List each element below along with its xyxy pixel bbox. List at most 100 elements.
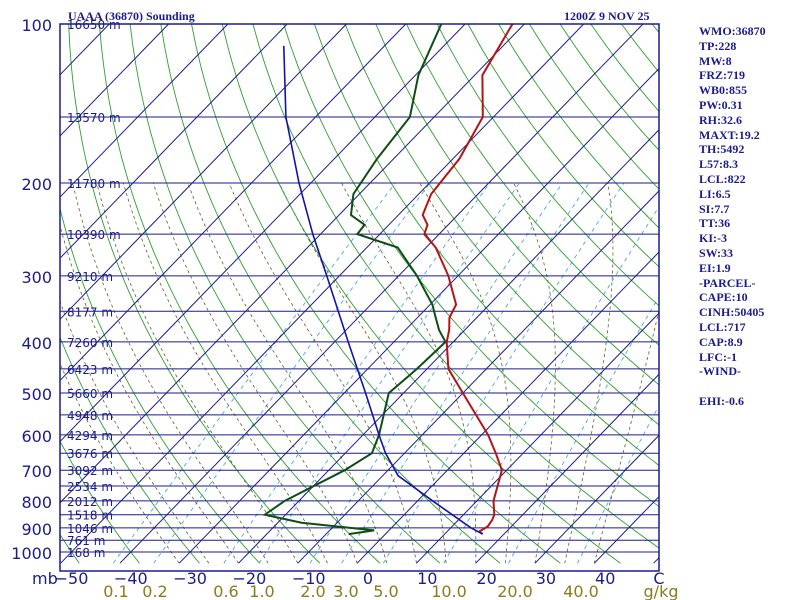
index-item: CAP:8.9 [699,334,743,349]
temperature-tick-label: 0 [363,569,373,588]
plot-frame [59,23,660,572]
isotherm-line [238,129,659,564]
dry-adiabat-line [60,440,140,564]
station-title: UAAA (36870) Sounding [68,9,195,23]
index-item: TT:36 [699,216,731,231]
stability-indices-panel: WMO:36870 TP:228 MW:8 FRZ:719 WB0:855 PW:0.31… [699,24,766,409]
isotherm-line [60,24,169,137]
mixing-ratio-line [341,182,590,564]
height-label: 1046 m [67,522,113,536]
mixing-ratio-label: 10.0 [431,582,467,600]
parcel-trace [283,45,483,535]
moist-adiabat-line [228,182,417,564]
index-item: TP:228 [699,38,737,53]
height-label: 13570 m [67,111,121,125]
moist-adiabat-line [72,182,269,564]
height-label: 10390 m [67,228,121,242]
height-label: 9210 m [67,270,113,284]
moist-adiabat-line [593,308,659,564]
index-spacer [699,379,766,394]
isotherm-line [60,24,585,564]
dry-adiabat-line [68,24,321,564]
moist-adiabat-line [122,182,328,564]
index-item: L57:8.3 [699,157,738,172]
temperature-tick-label: 20 [476,569,496,588]
isotherm-line [60,24,229,198]
height-label: 7260 m [67,336,113,350]
isotherm-line [593,495,659,564]
mixing-ratio-label: 40.0 [563,582,599,600]
isotherm-line [297,190,659,564]
dry-adiabat-line [590,24,659,112]
mixing-ratio-label: 5.0 [373,582,398,600]
mixing-ratio-line [223,182,491,564]
temperature-tick-label: 10 [417,569,437,588]
index-item: LCL:822 [699,171,746,186]
moist-adiabat-line [60,223,239,564]
dry-adiabat-line [221,24,621,564]
height-label: 4948 m [67,409,113,423]
height-label: 6423 m [67,363,113,377]
pressure-tick-label: 400 [21,334,52,353]
isotherm-line [0,24,50,563]
index-item: CINH:50405 [699,305,765,320]
index-item: MW:8 [699,53,732,68]
index-item: EHI:-0.6 [699,393,744,408]
dry-adiabat-line [406,24,659,346]
index-item: SW:33 [699,245,734,260]
dry-adiabat-line [60,336,200,564]
mixing-ratio-label: 2.0 [300,582,325,600]
mixing-ratio-line [258,182,520,564]
dry-adiabat-line [191,24,561,564]
mixing-ratio-line [443,205,659,564]
mixing-ratio-label: 20.0 [497,582,533,600]
isotherm-line [178,67,659,564]
isotherm-line [60,24,347,321]
mixing-ratio-label: 1.0 [249,582,274,600]
temperature-unit-label: C [653,569,664,588]
dry-adiabat-line [436,24,659,307]
temperature-tick-label: 40 [595,569,615,588]
mixing-ratio-label: 3.0 [333,582,358,600]
dry-adiabat-line [98,24,381,564]
moist-adiabat-line [513,182,556,564]
mixing-ratio-line [309,182,563,564]
grid-layer [0,24,659,564]
height-label: 3676 m [67,447,113,461]
height-label: 2012 m [67,495,113,509]
pressure-unit-label: mb [32,569,58,588]
moist-adiabat-line [341,182,477,564]
temperature-tick-label: 30 [536,569,556,588]
dry-adiabat-line [283,24,659,508]
index-item: LI:6.5 [699,186,731,201]
dry-adiabat-line [0,24,19,563]
height-label: 11780 m [67,177,121,191]
index-item: EI:1.9 [699,260,731,275]
height-label: 3092 m [67,464,113,478]
height-label: 16650 m [67,18,121,32]
index-item: LFC:-1 [699,349,737,364]
temperature-tick-label: −50 [55,569,89,588]
temperature-tick-label: −30 [173,569,207,588]
dry-adiabat-line [252,24,659,549]
isotherm-line [60,24,466,443]
dewpoint-trace [262,24,447,536]
temperature-tick-label: −20 [233,569,267,588]
index-item: KI:-3 [699,231,727,246]
dry-adiabat-line [467,24,659,268]
index-item: TH:5492 [699,142,745,157]
pressure-tick-label: 200 [21,175,52,194]
height-label: 8177 m [67,305,113,319]
index-item: LCL:717 [699,319,746,334]
mixing-ratio-line [113,182,396,564]
isotherm-line [119,24,644,564]
mixing-ratio-line [153,182,431,564]
isotherm-line [356,251,659,564]
height-label: 1518 m [67,509,113,523]
height-label: 2534 m [67,480,113,494]
pressure-tick-label: 500 [21,385,52,404]
index-item: MAXT:19.2 [699,127,760,142]
index-item: -PARCEL- [699,275,756,290]
dry-adiabat-line [129,24,441,564]
